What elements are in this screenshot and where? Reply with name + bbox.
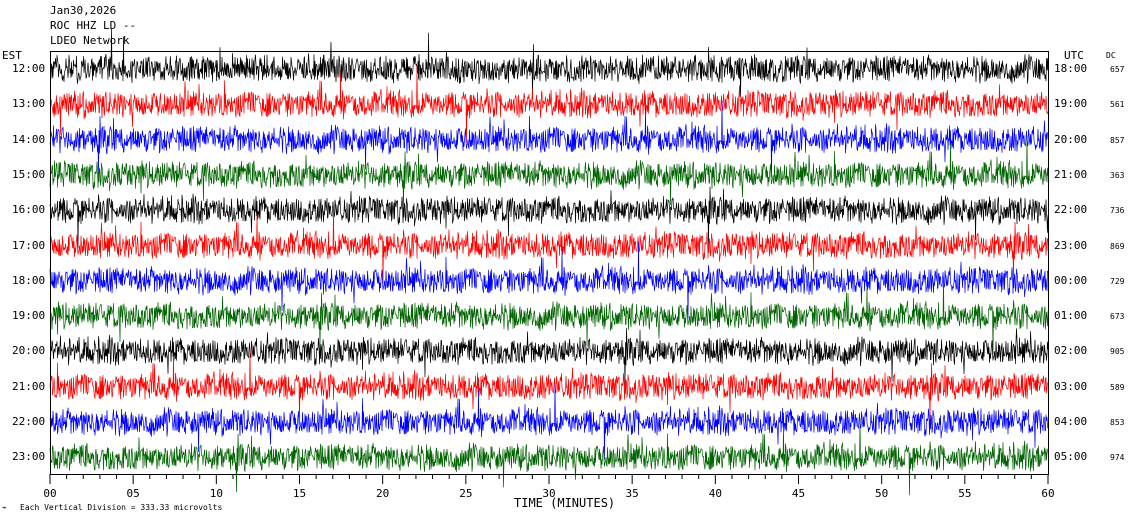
est-time-label: 19:00 xyxy=(12,309,46,323)
trace-1700 xyxy=(49,206,1049,284)
trace-1900 xyxy=(49,276,1049,355)
est-time-label: 18:00 xyxy=(12,273,46,287)
dc-offset-value: 729 xyxy=(1110,276,1125,286)
est-time-label: 20:00 xyxy=(12,344,46,358)
dc-offset-value: 736 xyxy=(1110,206,1125,216)
usgs-mark-icon: ⌁ xyxy=(2,503,7,512)
x-tick-label: 50 xyxy=(875,487,889,500)
x-tick-label: 40 xyxy=(708,487,722,500)
est-time-label: 14:00 xyxy=(12,132,46,146)
utc-time-label: 00:00 xyxy=(1054,273,1088,287)
utc-time-label: 04:00 xyxy=(1054,415,1088,428)
dc-offset-value: 869 xyxy=(1110,241,1125,251)
x-tick-label: 25 xyxy=(459,487,473,500)
dc-offset-value: 561 xyxy=(1110,100,1125,110)
x-tick-label: 30 xyxy=(542,487,556,500)
est-time-label: 21:00 xyxy=(12,379,46,393)
est-time-label: 23:00 xyxy=(12,450,46,464)
plot-frame xyxy=(50,51,1049,475)
est-time-label: 16:00 xyxy=(12,203,46,217)
trace-2100 xyxy=(49,347,1048,425)
x-tick-label: 05 xyxy=(126,487,140,500)
trace-2300 xyxy=(49,418,1049,496)
utc-time-label: 22:00 xyxy=(1054,203,1088,217)
x-tick-label: 55 xyxy=(958,487,972,500)
dc-offset-value: 673 xyxy=(1110,312,1125,322)
est-time-label: 13:00 xyxy=(12,97,46,111)
utc-time-label: 21:00 xyxy=(1054,167,1088,181)
trace-group xyxy=(49,28,1049,496)
utc-time-label: 20:00 xyxy=(1054,132,1088,146)
x-axis-title: TIME (MINUTES) xyxy=(514,496,616,510)
utc-time-label: 19:00 xyxy=(1054,97,1088,111)
dc-offset-value: 974 xyxy=(1110,453,1125,463)
scale-note: Each Vertical Division = 333.33 microvol… xyxy=(20,503,223,512)
utc-time-label: 02:00 xyxy=(1054,344,1088,358)
est-time-label: 22:00 xyxy=(12,415,46,428)
trace-1200 xyxy=(49,28,1049,100)
x-tick-group xyxy=(49,474,1049,484)
utc-time-label: 01:00 xyxy=(1054,309,1088,323)
x-tick-label: 00 xyxy=(43,487,57,500)
x-tick-label: 20 xyxy=(376,487,390,500)
dc-offset-value: 853 xyxy=(1110,418,1125,427)
header-station: ROC HHZ LD -- xyxy=(50,19,137,32)
trace-1400 xyxy=(49,100,1049,178)
utc-time-label: 03:00 xyxy=(1054,379,1088,393)
utc-time-label: 18:00 xyxy=(1054,62,1088,75)
x-tick-label: 60 xyxy=(1041,487,1055,500)
trace-1600 xyxy=(49,186,1049,249)
header-source: LDEO Network xyxy=(50,34,130,47)
est-time-label: 12:00 xyxy=(12,62,46,75)
dc-offset-value: 905 xyxy=(1110,347,1125,357)
est-axis-label: EST xyxy=(2,49,22,62)
dc-offset-value: 857 xyxy=(1110,135,1125,145)
header-date: Jan30,2026 xyxy=(50,4,117,17)
utc-time-label: 23:00 xyxy=(1054,238,1088,252)
dc-offset-value: 363 xyxy=(1110,170,1125,180)
dc-axis-label: DC xyxy=(1106,51,1116,60)
utc-axis-label: UTC xyxy=(1064,49,1084,62)
est-time-label: 17:00 xyxy=(12,238,46,252)
trace-2000 xyxy=(49,327,1049,387)
x-tick-label: 15 xyxy=(292,487,307,500)
dc-offset-value: 657 xyxy=(1110,65,1125,74)
est-time-label: 15:00 xyxy=(12,167,46,181)
trace-1500 xyxy=(49,135,1049,210)
utc-time-label: 05:00 xyxy=(1054,450,1088,464)
trace-1800 xyxy=(49,241,1049,319)
x-tick-label: 10 xyxy=(209,487,223,500)
x-tick-label: 45 xyxy=(791,487,806,500)
dc-offset-value: 589 xyxy=(1110,382,1125,392)
x-tick-label: 35 xyxy=(625,487,639,500)
trace-1300 xyxy=(49,65,1049,143)
trace-2200 xyxy=(49,382,1049,460)
